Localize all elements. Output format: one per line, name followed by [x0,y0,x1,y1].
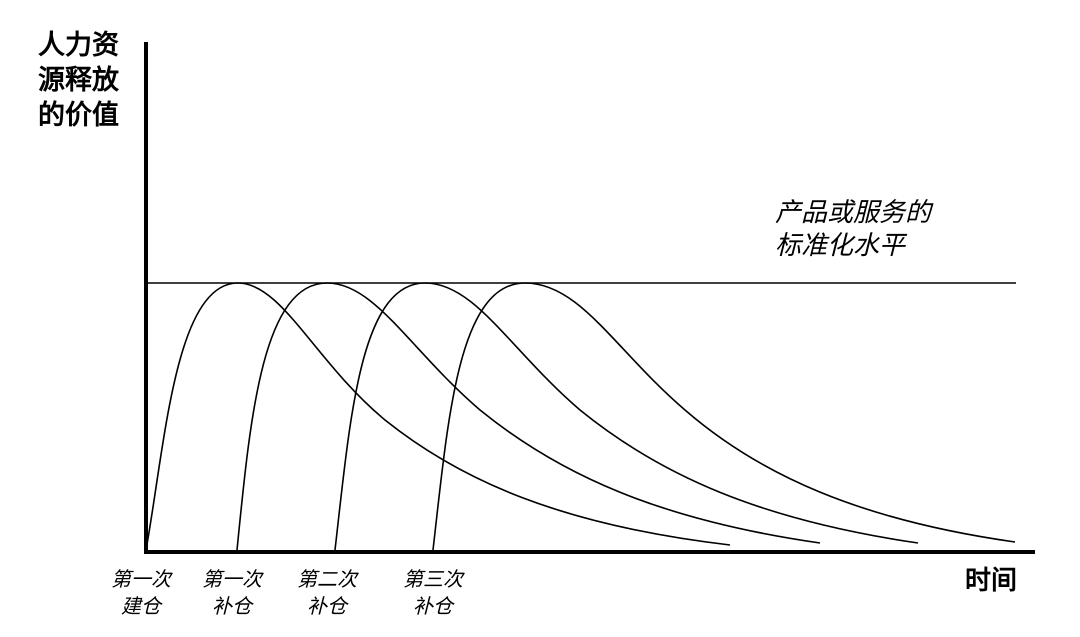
y-axis-title: 人力资 源释放 的价值 [38,28,119,133]
standardization-label-line-2: 标准化水平 [775,231,906,261]
x-tick-line-2: 补仓 [307,594,347,618]
curve-first-add [236,282,821,551]
x-tick-initial-build: 第一次 建仓 [96,566,186,620]
standardization-level-label: 产品或服务的 标准化水平 [775,197,931,263]
x-tick-third-add: 第三次 补仓 [388,566,478,620]
curve-second-add [334,282,919,551]
x-tick-line-1: 第三次 [403,567,463,591]
x-tick-line-2: 补仓 [212,594,252,618]
x-tick-line-2: 建仓 [121,594,161,618]
x-tick-line-1: 第一次 [202,567,262,591]
x-tick-line-1: 第一次 [111,567,171,591]
standardization-label-line-1: 产品或服务的 [775,198,932,228]
x-tick-first-add: 第一次 补仓 [187,566,277,620]
x-tick-second-add: 第二次 补仓 [282,566,372,620]
x-tick-line-1: 第二次 [297,567,357,591]
y-axis-title-line-3: 的价值 [38,100,119,131]
x-tick-line-2: 补仓 [413,594,453,618]
curve-third-add [432,282,1016,551]
y-axis-title-line-1: 人力资 [38,30,119,61]
y-axis-title-line-2: 源释放 [38,65,119,96]
x-axis-title: 时间 [965,566,1018,596]
curve-initial-build [145,282,731,551]
